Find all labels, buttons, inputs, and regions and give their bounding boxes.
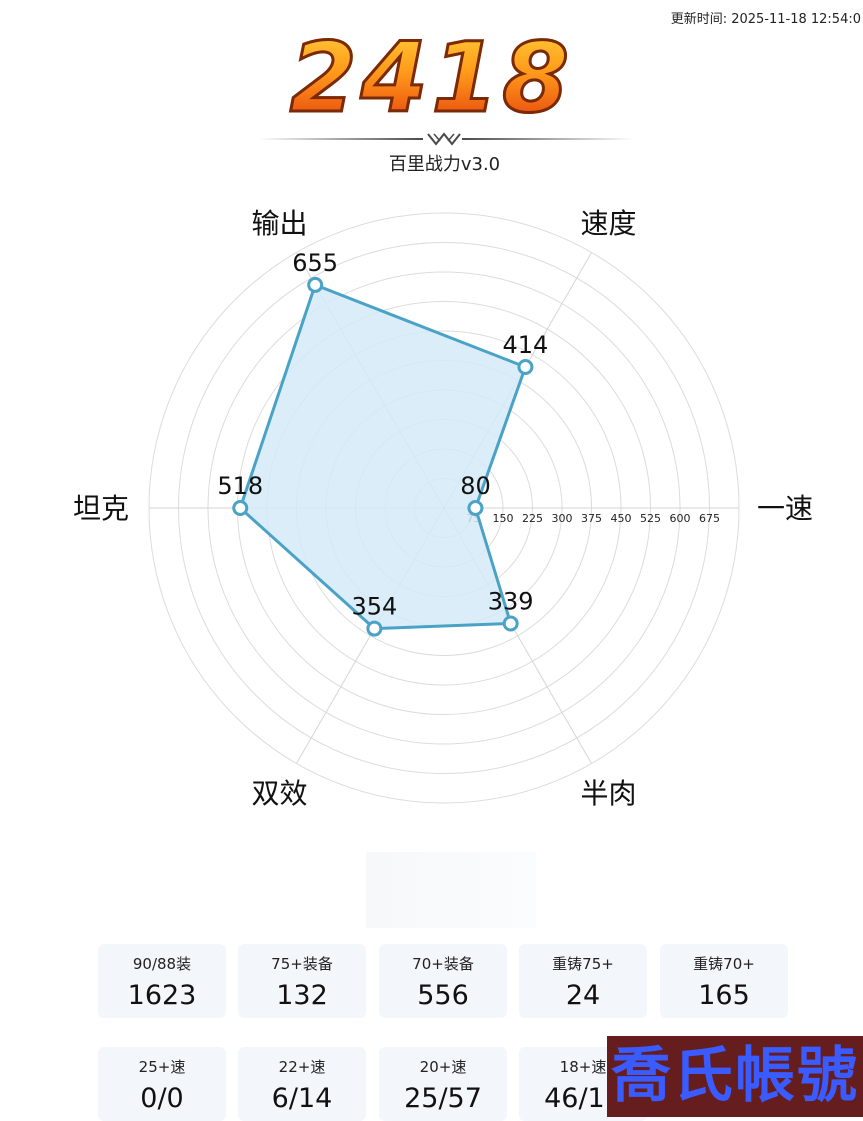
data-value-label: 354 [351,593,397,621]
data-value-label: 414 [503,331,549,359]
data-point [467,500,484,516]
data-value-label: 655 [292,249,338,277]
data-point [517,358,534,375]
stat-value: 556 [417,980,469,1011]
stat-value: 0/0 [140,1083,184,1114]
radial-tick-label: 225 [522,512,543,525]
stat-label: 重铸70+ [693,955,755,973]
stat-label: 25+速 [138,1058,186,1076]
axis-label: 半肉 [580,777,636,810]
stat-label: 75+装备 [271,955,333,973]
stat-card-70-gear: 70+装备 556 [379,944,507,1018]
stat-label: 18+速 [559,1058,607,1076]
title-divider-right [462,138,634,140]
stat-value: 24 [565,980,601,1011]
radial-tick-label: 150 [493,512,514,525]
update-time: 更新时间: 2025-11-18 12:54:0 [670,12,861,27]
chart-subtitle: 百里战力v3.0 [388,154,501,175]
radial-tick-label: 525 [640,512,661,525]
stat-card-90-88-gear: 90/88装 1623 [98,944,226,1018]
stat-label: 90/88装 [132,955,192,973]
stat-card-reforge-75: 重铸75+ 24 [519,944,647,1018]
data-value-label: 518 [217,472,263,500]
axis-label: 输出 [251,207,307,240]
power-score: 2418 [0,21,863,136]
stat-card-reforge-70: 重铸70+ 165 [660,944,788,1018]
stat-label: 70+装备 [412,955,474,973]
data-point [502,615,519,632]
data-point [232,500,249,516]
title-divider-left [258,138,423,140]
radar-chart: 7515022530037545052560067580414655518354… [73,207,813,810]
stat-label: 20+速 [419,1058,467,1076]
stat-card-speed-20: 20+速 25/57 [379,1047,507,1121]
axis-label: 双效 [251,777,307,810]
stat-value: 165 [698,980,750,1011]
divider-ornament-icon [427,132,461,146]
data-value-label: 339 [488,587,534,615]
stat-card-75-gear: 75+装备 132 [238,944,366,1018]
data-polygon [238,283,527,631]
radial-tick-label: 300 [552,512,573,525]
faint-placeholder-block [366,852,536,928]
radial-tick-label: 675 [699,512,720,525]
radial-tick-label: 450 [611,512,632,525]
stat-label: 22+速 [278,1058,326,1076]
data-point [307,276,324,293]
stat-card-speed-25: 25+速 0/0 [98,1047,226,1121]
stat-value: 132 [276,980,328,1011]
stat-value: 25/57 [404,1083,482,1114]
axis-label: 速度 [580,207,636,240]
radial-tick-label: 375 [581,512,602,525]
stat-value: 6/14 [271,1083,333,1114]
stat-value: 1623 [127,980,197,1011]
axis-label: 坦克 [73,492,129,525]
watermark-stamp: 喬氏帳號 [607,1036,863,1117]
data-point [366,620,383,637]
axis-label: 一速 [757,492,813,525]
radial-tick-label: 600 [670,512,691,525]
stat-card-speed-22: 22+速 6/14 [238,1047,366,1121]
data-value-label: 80 [460,472,491,500]
stat-label: 重铸75+ [552,955,614,973]
